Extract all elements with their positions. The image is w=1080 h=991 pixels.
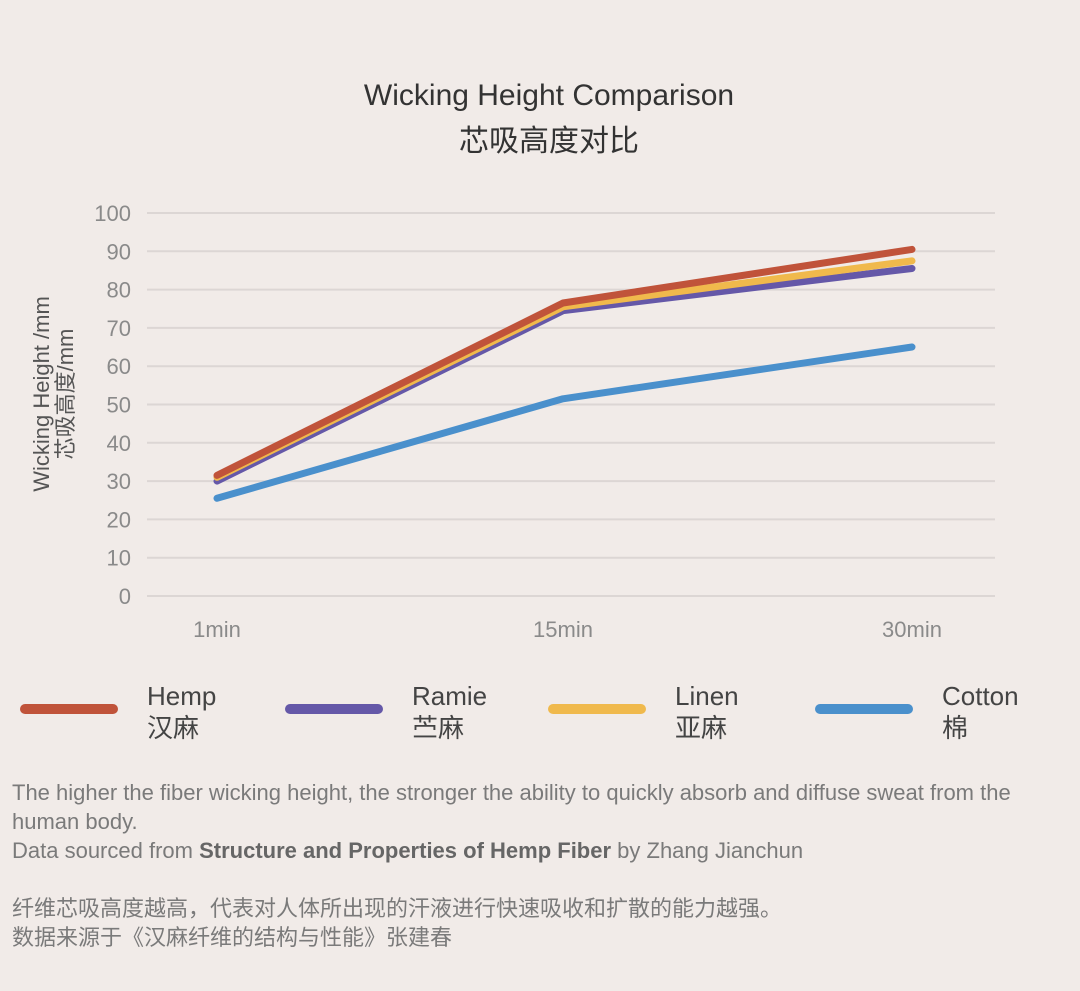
y-tick-label: 30 [107,469,131,494]
note-en-source: Data sourced from Structure and Properti… [12,836,1062,865]
chart-title: Wicking Height Comparison 芯吸高度对比 [0,76,1080,164]
legend-swatch [285,704,383,714]
note-zh-source: 数据来源于《汉麻纤维的结构与性能》张建春 [12,925,453,950]
note-source-title: Structure and Properties of Hemp Fiber [199,838,612,863]
legend-label-zh: 亚麻 [675,713,728,743]
line-chart: 0 10 20 30 40 50 60 70 80 90 100 1min 15min 30min [94,201,995,642]
y-tick-label: 90 [107,239,131,264]
y-tick-label: 100 [94,201,131,226]
legend-swatch [548,704,646,714]
chart-title-zh: 芯吸高度对比 [459,124,639,159]
y-tick-label: 50 [107,393,131,418]
series-line-linen [213,257,916,481]
note-en-description: The higher the fiber wicking height, the… [12,780,1011,834]
legend-label: Hemp 汉麻 [147,680,216,744]
legend-swatch [815,704,913,714]
y-tick-label: 10 [107,546,131,571]
legend: Hemp 汉麻 Ramie 苎麻 Linen 亚麻 Cotton 棉 [0,680,1080,750]
legend-label-en: Cotton [942,681,1019,711]
note-source-author: by Zhang Jianchun [611,838,804,863]
y-tick-label: 80 [107,278,131,303]
x-tick-label: 30min [882,617,942,642]
y-tick-label: 60 [107,354,131,379]
chart-title-en: Wicking Height Comparison [363,79,735,112]
legend-label-zh: 汉麻 [147,713,200,743]
series-line-cotton [213,343,916,502]
y-tick-label: 70 [107,316,131,341]
note-zh-description: 纤维芯吸高度越高，代表对人体所出现的汗液进行快速吸收和扩散的能力越强。 [12,896,783,921]
series-line-hemp [213,245,916,479]
legend-label-zh: 苎麻 [412,713,465,743]
note-source-prefix: Data sourced from [12,838,200,863]
legend-label-en: Hemp [147,681,217,711]
legend-label-zh: 棉 [942,713,969,743]
notes: The higher the fiber wicking height, the… [12,778,1062,952]
legend-label: Cotton 棉 [942,680,1019,744]
y-tick-label: 40 [107,431,131,456]
x-tick-label: 15min [533,617,593,642]
legend-label-en: Linen [675,681,739,711]
legend-swatch [20,704,118,714]
y-tick-label: 0 [119,584,131,609]
x-tick-label: 1min [193,617,241,642]
legend-label: Linen 亚麻 [675,680,739,744]
legend-label: Ramie 苎麻 [412,680,487,744]
y-tick-label: 20 [107,507,131,532]
legend-label-en: Ramie [412,681,488,711]
